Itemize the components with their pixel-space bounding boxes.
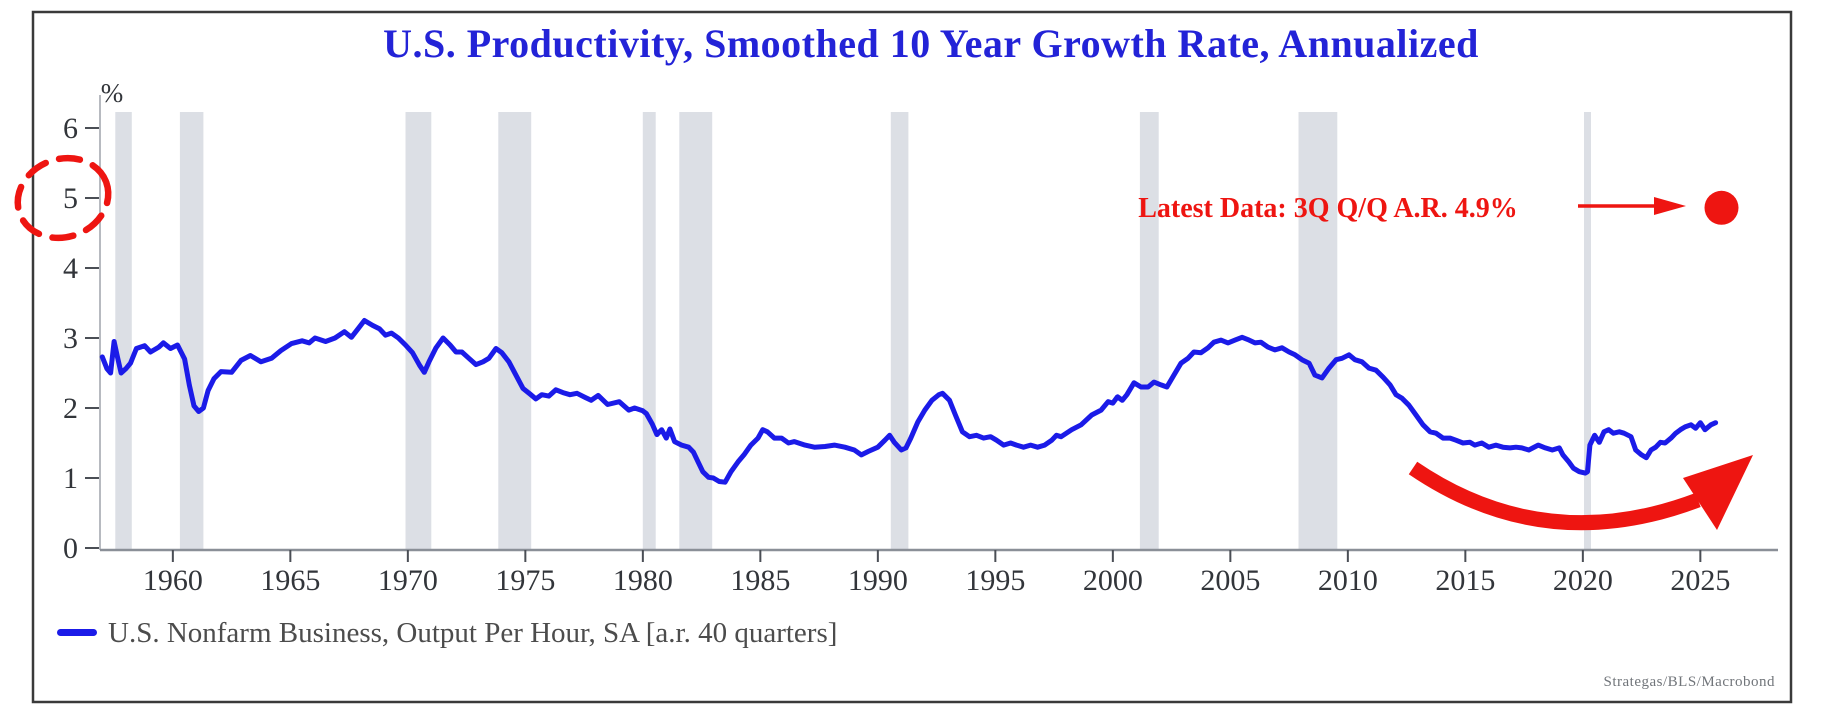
- circled-five-annotation: [14, 154, 112, 242]
- x-axis-ticks: 1960 1965 1970 1975 1980 1985 1990 1995 2000 2005…: [143, 550, 1730, 597]
- recession-band: [890, 112, 909, 549]
- recession-band: [1584, 112, 1591, 549]
- arrow-right-icon: [1654, 197, 1686, 215]
- x-tick-label: 2025: [1670, 564, 1730, 597]
- y-tick-label: 6: [63, 112, 78, 145]
- legend-label: U.S. Nonfarm Business, Output Per Hour, …: [108, 617, 837, 649]
- x-tick-label: 1965: [260, 564, 320, 597]
- attribution: Strategas/BLS/Macrobond: [1604, 674, 1775, 690]
- y-tick-label: 5: [63, 182, 78, 215]
- latest-data-annotation: Latest Data: 3Q Q/Q A.R. 4.9%: [1138, 190, 1739, 225]
- recession-bands: [115, 112, 1591, 549]
- recession-band: [642, 112, 656, 549]
- swoosh-arrow-head-icon: [1683, 455, 1753, 530]
- latest-data-point: [1704, 190, 1739, 225]
- x-tick-label: 2020: [1553, 564, 1613, 597]
- y-tick-label: 2: [63, 392, 78, 425]
- recession-band: [405, 112, 432, 549]
- x-tick-label: 1960: [143, 564, 203, 597]
- x-tick-label: 1995: [965, 564, 1025, 597]
- x-tick-label: 1980: [613, 564, 673, 597]
- x-tick-label: 2015: [1435, 564, 1495, 597]
- swoosh-curve: [1408, 461, 1701, 531]
- y-axis-unit-label: %: [101, 78, 124, 108]
- productivity-line-series: [99, 318, 1719, 485]
- legend-line-marker-icon: [57, 629, 97, 636]
- recession-band: [1139, 112, 1159, 549]
- x-tick-label: 2010: [1318, 564, 1378, 597]
- x-tick-label: 2000: [1083, 564, 1143, 597]
- x-tick-label: 1970: [378, 564, 438, 597]
- x-tick-label: 1990: [848, 564, 908, 597]
- recession-band: [179, 112, 204, 549]
- y-tick-label: 3: [63, 322, 78, 355]
- chart-frame-border: [31, 10, 1793, 704]
- legend: U.S. Nonfarm Business, Output Per Hour, …: [57, 617, 837, 649]
- recession-band: [115, 112, 132, 549]
- x-tick-label: 1985: [730, 564, 790, 597]
- x-tick-label: 2005: [1200, 564, 1260, 597]
- chart-title: U.S. Productivity, Smoothed 10 Year Grow…: [383, 21, 1479, 66]
- recession-band: [1298, 112, 1338, 549]
- y-tick-label: 0: [63, 532, 78, 565]
- y-tick-label: 1: [63, 462, 78, 495]
- recession-band: [679, 112, 713, 549]
- trend-swoosh-arrow: [1408, 455, 1753, 531]
- x-tick-label: 1975: [495, 564, 555, 597]
- recession-band: [498, 112, 532, 549]
- y-axis-ticks: 0 1 2 3 4 5 6: [63, 112, 99, 565]
- latest-data-label: Latest Data: 3Q Q/Q A.R. 4.9%: [1138, 193, 1518, 224]
- y-tick-label: 4: [63, 252, 78, 285]
